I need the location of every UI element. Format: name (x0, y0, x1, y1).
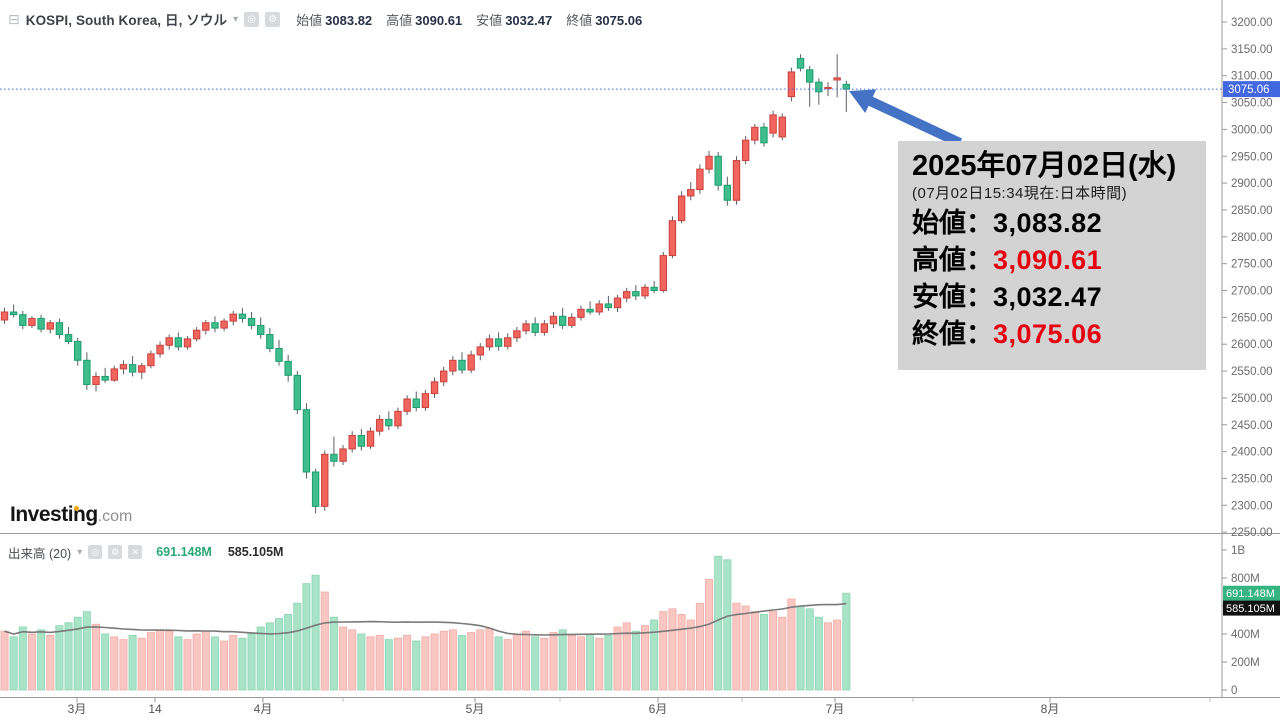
svg-text:2450.00: 2450.00 (1231, 420, 1273, 432)
svg-text:6月: 6月 (649, 702, 668, 716)
svg-text:8月: 8月 (1041, 702, 1060, 716)
svg-text:2400.00: 2400.00 (1231, 447, 1273, 459)
svg-text:1B: 1B (1231, 545, 1245, 557)
svg-text:2550.00: 2550.00 (1231, 366, 1273, 378)
svg-text:7月: 7月 (826, 702, 845, 716)
svg-text:14: 14 (148, 702, 162, 716)
volume-last-value: 691.148M (156, 545, 212, 559)
svg-text:3150.00: 3150.00 (1231, 44, 1273, 56)
svg-text:400M: 400M (1231, 629, 1260, 641)
collapse-icon[interactable]: ⊟ (8, 11, 20, 27)
settings-icon[interactable]: ⚙ (265, 11, 281, 27)
volume-title[interactable]: 出来高 (20) (8, 546, 72, 561)
svg-text:2350.00: 2350.00 (1231, 473, 1273, 485)
axis-badges: 3075.06 691.148M 585.105M (1223, 81, 1280, 616)
low-value: 3032.47 (505, 12, 553, 28)
annotation-open-row: 始値：3,083.82 (912, 208, 1103, 238)
svg-text:3100.00: 3100.00 (1231, 71, 1273, 83)
svg-text:3050.00: 3050.00 (1231, 98, 1273, 110)
volume-ma-value: 585.105M (227, 545, 284, 559)
svg-text:2850.00: 2850.00 (1231, 205, 1273, 217)
svg-text:200M: 200M (1231, 657, 1260, 669)
volume-legend: 出来高 (20) ▾ ◎ ⚙ ✕ 691.148M 585.105M (8, 544, 284, 561)
investing-logo: Investing.com (10, 503, 132, 527)
svg-text:800M: 800M (1231, 573, 1260, 585)
logo-suffix: .com (97, 508, 133, 525)
ohlc-readout: 始値 3083.82 高値 3090.61 安値 3032.47 終値 3075.06 (296, 10, 642, 29)
annotation-subtitle: (07月02日15:34現在:日本時間) (912, 185, 1128, 202)
svg-text:2750.00: 2750.00 (1231, 259, 1273, 271)
logo-dot-icon (74, 505, 79, 511)
svg-text:2800.00: 2800.00 (1231, 232, 1273, 244)
svg-text:3000.00: 3000.00 (1231, 124, 1273, 136)
instrument-legend: ⊟ KOSPI, South Korea, 日, ソウル ▾ ◎ ⚙ 始値 308… (8, 10, 642, 28)
annotation-arrow (849, 89, 963, 148)
chevron-down-icon[interactable]: ▾ (77, 546, 83, 558)
chevron-down-icon[interactable]: ▾ (233, 13, 239, 25)
svg-text:3075.06: 3075.06 (1228, 84, 1270, 96)
candlestick-series[interactable] (0, 54, 850, 514)
svg-text:4月: 4月 (254, 702, 273, 716)
volume-ma-line (4, 602, 847, 636)
hide-series-icon[interactable]: ◎ (244, 11, 260, 27)
annotation-close-row: 終値：3,075.06 (912, 319, 1103, 349)
svg-text:2950.00: 2950.00 (1231, 151, 1273, 163)
instrument-title[interactable]: KOSPI, South Korea, 日, ソウル (25, 13, 228, 28)
svg-text:2300.00: 2300.00 (1231, 500, 1273, 512)
svg-text:2650.00: 2650.00 (1231, 312, 1273, 324)
open-label: 始値 (296, 12, 323, 28)
svg-text:2500.00: 2500.00 (1231, 393, 1273, 405)
annotation-low-row: 安値：3,032.47 (912, 282, 1103, 312)
svg-text:691.148M: 691.148M (1226, 588, 1275, 600)
svg-text:3月: 3月 (68, 702, 87, 716)
close-icon[interactable]: ✕ (128, 545, 143, 559)
high-label: 高値 (386, 12, 413, 28)
annotation-date: 2025年07月02日(水) (912, 150, 1177, 182)
svg-text:2250.00: 2250.00 (1231, 527, 1273, 539)
svg-text:585.105M: 585.105M (1226, 603, 1275, 615)
volume-axis[interactable]: 0200M400M600M800M1B (1222, 545, 1260, 697)
svg-text:2700.00: 2700.00 (1231, 286, 1273, 298)
open-value: 3083.82 (325, 12, 373, 28)
svg-text:0: 0 (1231, 685, 1237, 697)
svg-text:2600.00: 2600.00 (1231, 339, 1273, 351)
close-value: 3075.06 (595, 12, 643, 28)
price-axis[interactable]: 3200.00 3150.00 3100.00 3050.00 3000.00 2950.… (1222, 17, 1273, 539)
annotation-high-row: 高値：3,090.61 (912, 245, 1103, 275)
settings-icon[interactable]: ⚙ (108, 545, 123, 559)
low-label: 安値 (476, 12, 503, 28)
time-axis[interactable]: 3月 14 4月 5月 6月 7月 8月 (68, 697, 1211, 717)
volume-series[interactable] (0, 555, 851, 691)
axes (0, 0, 1280, 698)
high-value: 3090.61 (415, 12, 463, 28)
annotation-box: 2025年07月02日(水) (07月02日15:34現在:日本時間) 始値：3… (898, 141, 1206, 370)
svg-text:3200.00: 3200.00 (1231, 17, 1273, 29)
close-label: 終値 (566, 12, 593, 28)
hide-series-icon[interactable]: ◎ (88, 545, 103, 559)
svg-text:5月: 5月 (466, 702, 485, 716)
logo-text: Investing (10, 503, 98, 526)
svg-text:2900.00: 2900.00 (1231, 178, 1273, 190)
